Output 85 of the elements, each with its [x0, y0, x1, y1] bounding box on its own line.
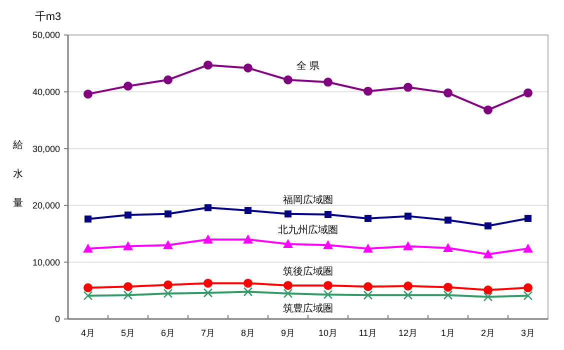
x-tick-label: 9月 — [280, 328, 296, 338]
point — [443, 243, 453, 252]
point — [484, 286, 492, 295]
point — [83, 244, 93, 253]
y-tick-label: 10,000 — [32, 257, 60, 268]
y-tick-label: 20,000 — [32, 200, 60, 211]
point — [523, 291, 533, 300]
point — [83, 291, 93, 300]
series-label: 筑後広域圏 — [283, 265, 333, 278]
point — [124, 82, 132, 91]
y-tick-label: 40,000 — [32, 86, 60, 97]
point — [163, 288, 173, 298]
x-tick-label: 6月 — [160, 328, 176, 338]
point — [284, 75, 292, 84]
point — [484, 105, 492, 114]
point — [524, 283, 532, 292]
point — [204, 60, 212, 70]
y-tick-label: 50,000 — [32, 30, 60, 40]
point — [444, 282, 452, 292]
point — [284, 280, 292, 290]
point — [204, 278, 212, 288]
x-tick-label: 4月 — [80, 328, 96, 338]
point — [403, 241, 413, 250]
point — [404, 212, 412, 220]
x-tick-label: 2月 — [480, 328, 496, 338]
point — [403, 290, 413, 300]
point — [84, 216, 92, 223]
x-tick-label: 7月 — [200, 328, 216, 338]
point — [123, 290, 133, 300]
series-label: 筑豊広域圏 — [283, 302, 333, 314]
point — [484, 222, 492, 230]
point — [443, 290, 453, 300]
x-tick-label: 11月 — [358, 328, 378, 338]
point — [164, 210, 172, 218]
point — [483, 249, 493, 258]
point — [283, 288, 293, 298]
point — [364, 282, 372, 292]
point — [323, 290, 333, 300]
x-tick-label: 10月 — [318, 328, 338, 338]
point — [444, 216, 452, 224]
x-tick-label: 5月 — [120, 328, 136, 338]
point — [363, 244, 373, 253]
point — [204, 204, 212, 212]
point — [524, 214, 532, 222]
point — [84, 283, 92, 292]
point — [364, 86, 372, 96]
point — [283, 239, 293, 248]
point — [163, 240, 173, 250]
point — [203, 288, 213, 298]
series-label: 全 県 — [296, 60, 320, 72]
point — [84, 90, 92, 99]
series-label: 北九州広域圏 — [278, 224, 338, 236]
point — [243, 234, 253, 244]
point — [444, 88, 452, 98]
x-tick-label: 3月 — [520, 328, 536, 338]
y-tick-label: 0 — [54, 314, 60, 324]
point — [203, 234, 213, 244]
point — [324, 78, 332, 87]
y-tick-label: 30,000 — [32, 144, 60, 154]
point — [323, 240, 333, 250]
point — [164, 75, 172, 84]
point — [124, 282, 132, 292]
point — [244, 63, 252, 72]
point — [244, 278, 252, 288]
point — [483, 292, 493, 302]
point — [523, 244, 533, 253]
point — [364, 214, 372, 222]
text: 給水量 — [13, 140, 23, 209]
point — [284, 210, 292, 218]
point — [243, 287, 253, 296]
point — [363, 290, 373, 300]
point — [524, 88, 532, 98]
point — [244, 207, 252, 214]
point — [404, 282, 412, 291]
point — [324, 210, 332, 218]
point — [124, 212, 132, 219]
x-tick-label: 8月 — [240, 328, 256, 338]
series-label: 福岡広域圏 — [283, 194, 333, 206]
point — [164, 280, 172, 290]
point — [123, 241, 133, 250]
text: 千m3 — [34, 10, 62, 23]
x-tick-label: 12月 — [398, 328, 418, 338]
point — [404, 82, 412, 92]
point — [324, 280, 332, 290]
x-tick-label: 1月 — [440, 328, 456, 338]
